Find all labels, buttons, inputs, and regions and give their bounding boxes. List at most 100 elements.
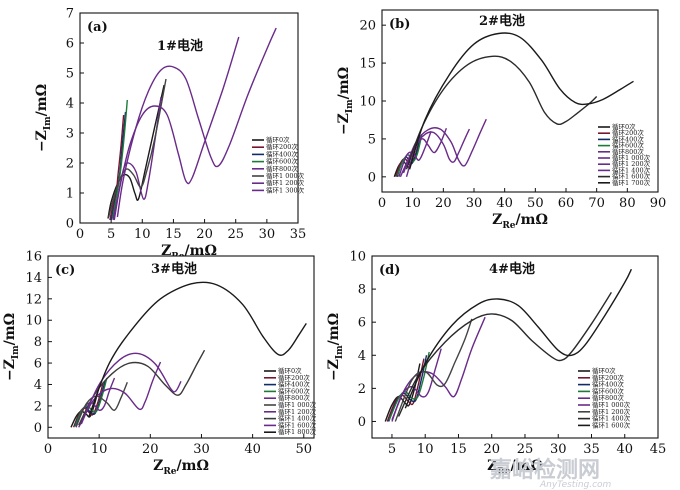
chart-title: 3#电池 bbox=[151, 261, 197, 277]
series-line bbox=[113, 36, 240, 221]
chart-title: 4#电池 bbox=[489, 261, 535, 277]
legend-entry: 循环800次 bbox=[266, 164, 298, 173]
x-tick-label: 20 bbox=[142, 442, 159, 457]
legend-entry: 循环600次 bbox=[278, 386, 310, 395]
x-tick-label: 30 bbox=[550, 442, 567, 457]
series-line bbox=[405, 55, 598, 170]
panel-label: (a) bbox=[87, 20, 108, 35]
y-tick-label: 6 bbox=[34, 357, 42, 372]
x-tick-label: 10 bbox=[134, 227, 151, 242]
y-tick-label: 10 bbox=[349, 250, 366, 265]
legend-entry: 循环1 000次 bbox=[278, 400, 317, 409]
chart-panel-c: 0 10 20 30 40 50 0 2 4 6 8 10 12 14 16 ZRe/mΩ −ZIm/mΩ (c)… bbox=[2, 250, 317, 478]
x-tick-label: 5 bbox=[107, 227, 115, 242]
y-tick-label: 20 bbox=[359, 19, 376, 34]
y-tick-label: 10 bbox=[25, 314, 42, 329]
series-line bbox=[107, 84, 165, 219]
x-tick-label: 90 bbox=[650, 196, 667, 211]
y-tick-label: 2 bbox=[66, 157, 74, 172]
legend-entry: 循环200次 bbox=[612, 128, 644, 137]
legend-entry: 循环400次 bbox=[592, 380, 624, 389]
y-axis-label: −ZIm/mΩ bbox=[326, 313, 345, 381]
series-line bbox=[74, 377, 108, 427]
series-line bbox=[388, 351, 430, 421]
series-line bbox=[88, 281, 307, 417]
y-tick-label: 14 bbox=[25, 271, 42, 286]
legend-entry: 循环0次 bbox=[612, 122, 636, 131]
series-line bbox=[75, 382, 128, 427]
series-group bbox=[107, 27, 277, 221]
x-axis-label: ZRe/mΩ bbox=[153, 458, 209, 477]
legend-entry: 循环1 400次 bbox=[592, 414, 631, 423]
legend-entry: 循环400次 bbox=[612, 134, 644, 143]
x-tick-label: 35 bbox=[290, 227, 307, 242]
y-tick-label: 12 bbox=[25, 292, 42, 307]
y-axis-label: −ZIm/mΩ bbox=[34, 84, 53, 152]
legend-entry: 循环1 300次 bbox=[266, 185, 305, 194]
legend-entry: 循环0次 bbox=[266, 135, 290, 144]
legend-entry: 循环1 000次 bbox=[592, 400, 631, 409]
legend-entry: 循环600次 bbox=[266, 157, 298, 166]
series-line bbox=[408, 32, 634, 170]
legend-entry: 循环800次 bbox=[278, 393, 310, 402]
x-tick-label: 30 bbox=[193, 442, 210, 457]
x-tick-label: 35 bbox=[583, 442, 600, 457]
plot-frame bbox=[371, 255, 659, 439]
legend-entry: 循环1 200次 bbox=[266, 178, 305, 187]
x-axis-label: ZRe/mΩ bbox=[487, 458, 543, 477]
legend-entry: 循环1 200次 bbox=[592, 407, 631, 416]
x-tick-label: 0 bbox=[44, 442, 52, 457]
legend-entry: 循环400次 bbox=[278, 380, 310, 389]
x-tick-label: 15 bbox=[450, 442, 467, 457]
y-axis-label: −ZIm/mΩ bbox=[336, 67, 355, 135]
chart-title: 2#电池 bbox=[479, 13, 525, 29]
legend-entry: 循环1 800次 bbox=[278, 427, 317, 436]
x-tick-label: 10 bbox=[91, 442, 108, 457]
y-tick-label: 0 bbox=[358, 415, 366, 430]
x-tick-label: 50 bbox=[527, 196, 544, 211]
x-tick-label: 10 bbox=[417, 442, 434, 457]
legend-entry: 循环200次 bbox=[278, 373, 310, 382]
series-line bbox=[391, 316, 486, 421]
chart-panel-d: 5 10 15 20 25 30 35 40 45 0 2 4 6 8 10 ZRe/mΩ −ZIm/mΩ (d)… bbox=[326, 250, 666, 478]
x-tick-label: 40 bbox=[496, 196, 513, 211]
legend-entry: 循环1 600次 bbox=[592, 420, 631, 429]
panel-label: (c) bbox=[55, 263, 75, 278]
x-tick-label: 40 bbox=[616, 442, 633, 457]
watermark-text: 嘉峪检测网 bbox=[490, 457, 600, 483]
panel-label: (d) bbox=[379, 263, 400, 278]
x-tick-label: 20 bbox=[483, 442, 500, 457]
series-group bbox=[384, 268, 633, 422]
series-line bbox=[402, 118, 487, 174]
y-tick-label: 0 bbox=[34, 421, 42, 436]
legend-entry: 循环0次 bbox=[278, 366, 302, 375]
x-tick-label: 0 bbox=[76, 227, 84, 242]
legend-entry: 循环1 200次 bbox=[278, 407, 317, 416]
y-tick-label: 5 bbox=[368, 132, 376, 147]
legend-entry: 循环1 000次 bbox=[612, 153, 651, 162]
x-tick-label: 30 bbox=[259, 227, 276, 242]
x-tick-label: 70 bbox=[588, 196, 605, 211]
y-tick-label: 4 bbox=[358, 349, 366, 364]
y-tick-label: 10 bbox=[359, 95, 376, 110]
x-tick-label: 5 bbox=[388, 442, 396, 457]
x-tick-label: 0 bbox=[378, 196, 386, 211]
x-tick-label: 25 bbox=[517, 442, 534, 457]
x-axis-label: ZRe/mΩ bbox=[492, 212, 548, 231]
y-tick-label: 8 bbox=[358, 283, 366, 298]
y-tick-label: 2 bbox=[358, 382, 366, 397]
legend-entry: 循环1 400次 bbox=[612, 165, 651, 174]
legend-entry: 循环1 200次 bbox=[612, 159, 651, 168]
legend-entry: 循环600次 bbox=[592, 386, 624, 395]
chart-panel-a: 0510152025303501234567ZRe/mΩ−ZIm/mΩ(a)1#… bbox=[34, 7, 306, 263]
legend-entry: 循环1 400次 bbox=[278, 414, 317, 423]
x-tick-label: 25 bbox=[227, 227, 244, 242]
legend-entry: 循环1 600次 bbox=[278, 420, 317, 429]
series-line bbox=[111, 99, 128, 219]
series-group bbox=[70, 281, 307, 428]
y-tick-label: 0 bbox=[66, 217, 74, 232]
y-tick-label: 4 bbox=[66, 97, 74, 112]
series-line bbox=[397, 292, 612, 417]
